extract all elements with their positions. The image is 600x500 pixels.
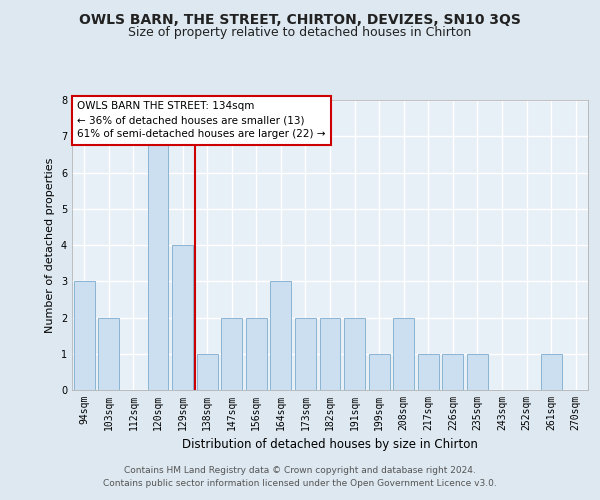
Bar <box>467 354 488 390</box>
Bar <box>197 354 218 390</box>
Bar <box>221 318 242 390</box>
Bar <box>541 354 562 390</box>
Bar <box>271 281 292 390</box>
Bar <box>393 318 414 390</box>
Bar <box>98 318 119 390</box>
Bar <box>418 354 439 390</box>
X-axis label: Distribution of detached houses by size in Chirton: Distribution of detached houses by size … <box>182 438 478 452</box>
Bar <box>368 354 389 390</box>
Text: OWLS BARN THE STREET: 134sqm
← 36% of detached houses are smaller (13)
61% of se: OWLS BARN THE STREET: 134sqm ← 36% of de… <box>77 102 326 140</box>
Text: Contains HM Land Registry data © Crown copyright and database right 2024.
Contai: Contains HM Land Registry data © Crown c… <box>103 466 497 487</box>
Text: Size of property relative to detached houses in Chirton: Size of property relative to detached ho… <box>128 26 472 39</box>
Bar <box>295 318 316 390</box>
Bar <box>320 318 340 390</box>
Bar <box>172 245 193 390</box>
Bar <box>148 136 169 390</box>
Bar <box>344 318 365 390</box>
Text: OWLS BARN, THE STREET, CHIRTON, DEVIZES, SN10 3QS: OWLS BARN, THE STREET, CHIRTON, DEVIZES,… <box>79 12 521 26</box>
Bar <box>246 318 267 390</box>
Y-axis label: Number of detached properties: Number of detached properties <box>46 158 55 332</box>
Bar <box>442 354 463 390</box>
Bar <box>74 281 95 390</box>
